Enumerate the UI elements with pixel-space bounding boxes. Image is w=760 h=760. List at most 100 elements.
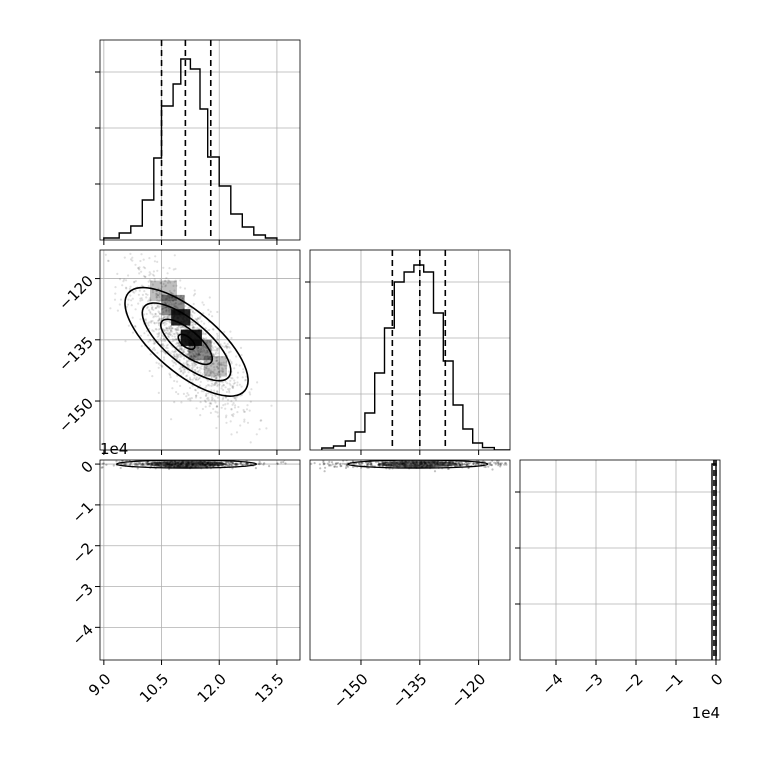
scatter-point: [375, 461, 378, 464]
scatter-point: [163, 328, 166, 331]
hist-param2-frame: [309, 249, 511, 451]
scatter-point: [155, 321, 158, 324]
scatter-point: [465, 463, 468, 466]
scatter-point: [199, 357, 202, 361]
scatter-point: [188, 351, 191, 354]
scatter-point: [249, 400, 252, 403]
scatter-point: [195, 353, 198, 357]
scatter-point: [134, 289, 137, 292]
scatter-point: [161, 293, 164, 296]
scatter-point: [202, 390, 205, 393]
scatter-point: [226, 388, 230, 391]
scatter-point: [187, 393, 190, 397]
scatter-point: [168, 314, 171, 317]
scatter-point: [185, 375, 188, 378]
scatter-point: [173, 355, 176, 358]
scatter-point: [472, 462, 475, 466]
scatter-point: [148, 369, 151, 373]
scatter-point: [129, 463, 132, 466]
scatter-point: [165, 297, 168, 300]
scatter-point: [493, 461, 496, 464]
scatter-point: [204, 394, 207, 397]
scatter-point: [245, 375, 248, 378]
scatter-point: [244, 463, 247, 466]
scatter-point: [211, 349, 214, 352]
scatter-point: [218, 383, 221, 386]
scatter-point: [156, 294, 159, 297]
scatter-point: [198, 366, 202, 369]
scatter-point: [153, 274, 156, 277]
scatter-point: [231, 461, 234, 465]
scatter-point: [179, 294, 183, 298]
scatter-point: [161, 294, 164, 297]
scatter-point: [147, 280, 150, 283]
scatter-point: [216, 337, 219, 340]
scatter-point: [514, 462, 516, 464]
scatter-point: [139, 259, 142, 263]
scatter-point: [215, 356, 218, 359]
contour-param1-param2-background: [100, 250, 300, 450]
scatter-point: [359, 463, 362, 466]
scatter-point: [151, 319, 154, 323]
scatter-point: [209, 310, 212, 313]
scatter-point: [139, 334, 143, 337]
scatter-point: [333, 465, 336, 468]
scatter-point: [216, 348, 219, 351]
scatter-point: [162, 314, 165, 317]
scatter-point: [153, 346, 156, 350]
scatter-point: [204, 400, 207, 404]
scatter-point: [213, 372, 216, 375]
scatter-point: [183, 295, 186, 298]
contour-level-3: [160, 318, 214, 366]
scatter-point: [345, 463, 348, 466]
scatter-point: [204, 351, 207, 355]
scatter-point: [130, 304, 133, 307]
scatter-point: [367, 463, 370, 466]
scatter-point: [139, 297, 142, 300]
scatter-point: [369, 464, 372, 467]
scatter-point: [150, 320, 153, 323]
scatter-point: [230, 461, 233, 464]
scatter-point: [513, 462, 515, 464]
scatter-point: [206, 369, 209, 372]
scatter-point: [177, 392, 180, 396]
scatter-point: [169, 333, 172, 336]
scatter-point: [221, 356, 224, 359]
scatter-point: [220, 387, 223, 390]
scatter-point: [361, 462, 364, 465]
scatter-point: [195, 319, 198, 322]
scatter-point: [196, 353, 199, 357]
contour-param2-param3-xtick-label: −135: [389, 670, 431, 712]
scatter-point: [461, 463, 464, 466]
scatter-point: [165, 326, 168, 329]
scatter-point: [153, 260, 156, 263]
scatter-point: [134, 263, 137, 266]
scatter-point: [133, 281, 136, 284]
scatter-point: [169, 300, 172, 304]
scatter-point: [163, 329, 166, 332]
scatter-point: [265, 427, 268, 430]
scatter-point: [487, 465, 490, 468]
scatter-point: [210, 364, 213, 367]
scatter-point: [143, 332, 146, 335]
scatter-point: [176, 380, 179, 383]
scatter-point: [190, 355, 193, 358]
scatter-point: [212, 362, 215, 365]
scatter-point: [210, 370, 214, 373]
scatter-point: [223, 342, 226, 345]
scatter-point: [177, 344, 180, 348]
scatter-point: [175, 342, 178, 345]
scatter-point: [161, 365, 164, 368]
scatter-point: [203, 322, 206, 325]
scatter-point: [354, 462, 357, 465]
scatter-point: [184, 327, 187, 330]
scatter-point: [234, 463, 237, 467]
scatter-point: [161, 295, 164, 298]
scatter-point: [172, 299, 175, 302]
scatter-point: [367, 461, 370, 464]
scatter-point: [212, 353, 216, 356]
scatter-point: [182, 349, 185, 352]
scatter-point: [145, 296, 148, 299]
scatter-point: [222, 396, 225, 400]
scatter-point: [169, 330, 172, 333]
